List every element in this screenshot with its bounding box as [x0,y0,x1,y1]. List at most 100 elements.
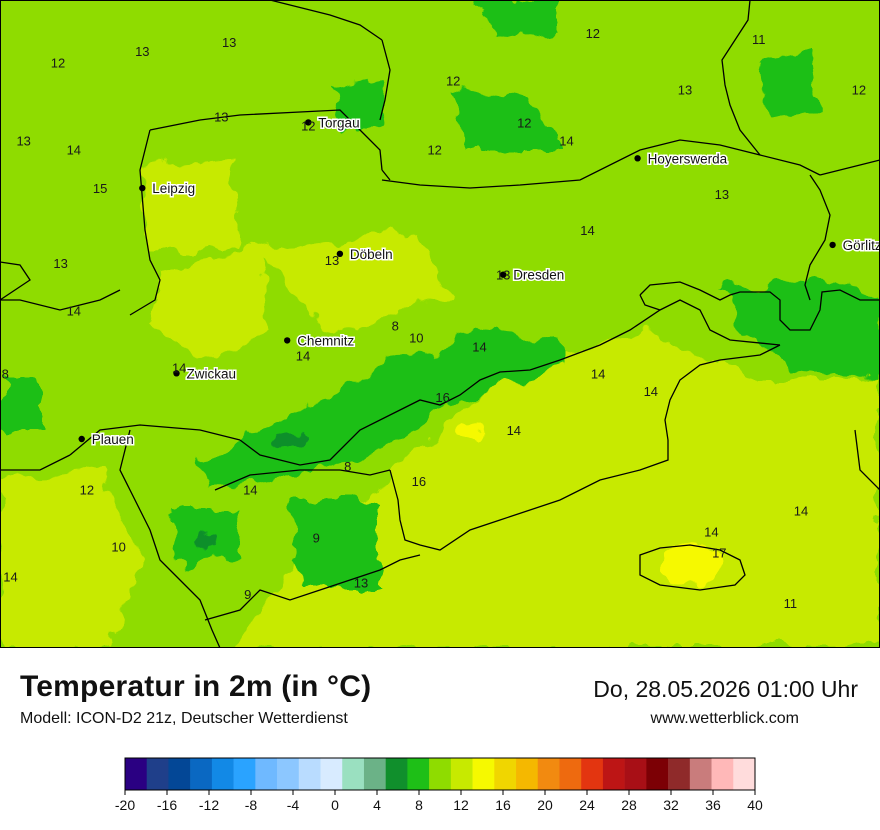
city-dot-chemnitz [284,337,291,344]
legend-swatch [668,758,691,790]
temperature-labels: 12 11 13 13 12 12 13 12 13 12 12 13 14 12 14 15 13 14 13 13… [2,26,866,611]
temperature-value: 9 [313,531,320,546]
temperature-value: 13 [214,110,228,125]
cold-area-ridge [0,0,880,590]
city-dot-zwickau [173,370,180,377]
temperature-value: 8 [392,319,399,334]
temperature-value: 12 [80,483,94,498]
legend-tick-label: -16 [157,797,177,813]
legend-swatch [342,758,365,790]
legend-swatch [494,758,517,790]
legend-tick-label: -12 [199,797,219,813]
legend-tick-label: 36 [705,797,721,813]
temperature-value: 13 [325,253,339,268]
legend-swatch [472,758,495,790]
temperature-map: Torgau Hoyerswerda Leipzig Döbeln Dresden Gör… [0,0,880,648]
temperature-value: 14 [644,384,658,399]
temperature-value: 12 [446,74,460,89]
temperature-value: 16 [435,390,449,405]
temperature-value: 14 [580,223,594,238]
temperature-value: 11 [752,32,766,47]
temperature-value: 12 [51,56,65,71]
city-label-plauen: Plauen [92,432,134,447]
temperature-value: 13 [496,268,510,283]
city-label-torgau: Torgau [318,115,359,130]
legend-swatch [146,758,169,790]
temperature-value: 9 [244,587,251,602]
temperature-value: 12 [852,83,866,98]
temperature-value: 13 [222,35,236,50]
website-link[interactable]: www.wetterblick.com [650,710,799,727]
legend-swatch [516,758,539,790]
legend-swatch [537,758,560,790]
city-dot-dobeln [336,250,344,257]
color-legend: -20 -16 -12 -8 -4 0 4 8 12 16 20 24 28 32 36 40 [115,757,763,813]
legend-swatch [125,758,148,790]
forecast-datetime: Do, 28.05.2026 01:00 Uhr [593,676,858,702]
temperature-value: 17 [712,545,726,560]
legend-swatch [581,758,604,790]
temperature-value: 10 [409,330,423,345]
legend-swatch [298,758,321,790]
legend-tick-label: 16 [495,797,511,813]
legend-swatch [255,758,278,790]
temperature-value: 12 [301,118,315,133]
temperature-value: 13 [678,83,692,98]
city-dot-hoyerswerda [634,155,641,162]
legend-tick-label: 8 [415,797,423,813]
temperature-value: 11 [784,596,798,611]
temperature-value: 12 [517,115,531,130]
legend-swatch [320,758,343,790]
temperature-value: 8 [2,366,9,381]
legend-swatch [450,758,473,790]
legend-swatch [689,758,712,790]
temperature-value: 13 [715,187,729,202]
temperature-value: 14 [243,483,257,498]
city-label-dobeln: Döbeln [350,247,393,262]
city-label-chemnitz: Chemnitz [297,333,354,348]
legend-swatch [407,758,430,790]
city-label-gorlitz: Görlitz [843,238,880,253]
legend-swatch [602,758,625,790]
temperature-value: 16 [412,474,426,489]
temperature-value: 13 [53,256,67,271]
temperature-value: 13 [16,133,30,148]
legend-swatch [559,758,582,790]
legend-tick-label: 20 [537,797,553,813]
temperature-value: 14 [704,525,718,540]
temperature-value: 14 [67,142,81,157]
legend-swatch [624,758,647,790]
temperature-value: 12 [427,142,441,157]
temperature-value: 14 [472,339,486,354]
legend-tick-label: 4 [373,797,381,813]
city-dot-dresden [500,271,507,278]
cold-core [193,432,304,549]
temperature-value: 8 [344,459,351,474]
legend-swatch [385,758,408,790]
legend-swatch [711,758,734,790]
temperature-value: 14 [591,366,605,381]
legend-swatch [190,758,213,790]
legend-tick-label: 12 [453,797,469,813]
legend-swatch [277,758,300,790]
temperature-value: 13 [354,575,368,590]
chart-title: Temperatur in 2m (in °C) [20,670,372,703]
temperature-value: 15 [93,181,107,196]
legend-tick-label: 32 [663,797,679,813]
legend-outline [124,757,756,791]
legend-swatch [733,758,756,790]
legend-tick-label: -4 [287,797,300,813]
city-label-zwickau: Zwickau [187,366,237,381]
temperature-value: 14 [794,504,808,519]
city-dot-torgau [305,119,312,126]
city-label-hoyerswerda: Hoyerswerda [648,151,728,166]
legend-swatch [211,758,234,790]
legend-swatch [233,758,256,790]
city-label-dresden: Dresden [513,268,564,283]
legend-ticks: -20 -16 -12 -8 -4 0 4 8 12 16 20 24 28 32 36 40 [115,790,763,813]
city-markers: Torgau Hoyerswerda Leipzig Döbeln Dresden Gör… [78,114,880,449]
temperature-value: 14 [3,569,17,584]
temperature-value: 14 [296,348,310,363]
legend-tick-label: 24 [579,797,595,813]
warm-spot-17 [456,420,722,585]
